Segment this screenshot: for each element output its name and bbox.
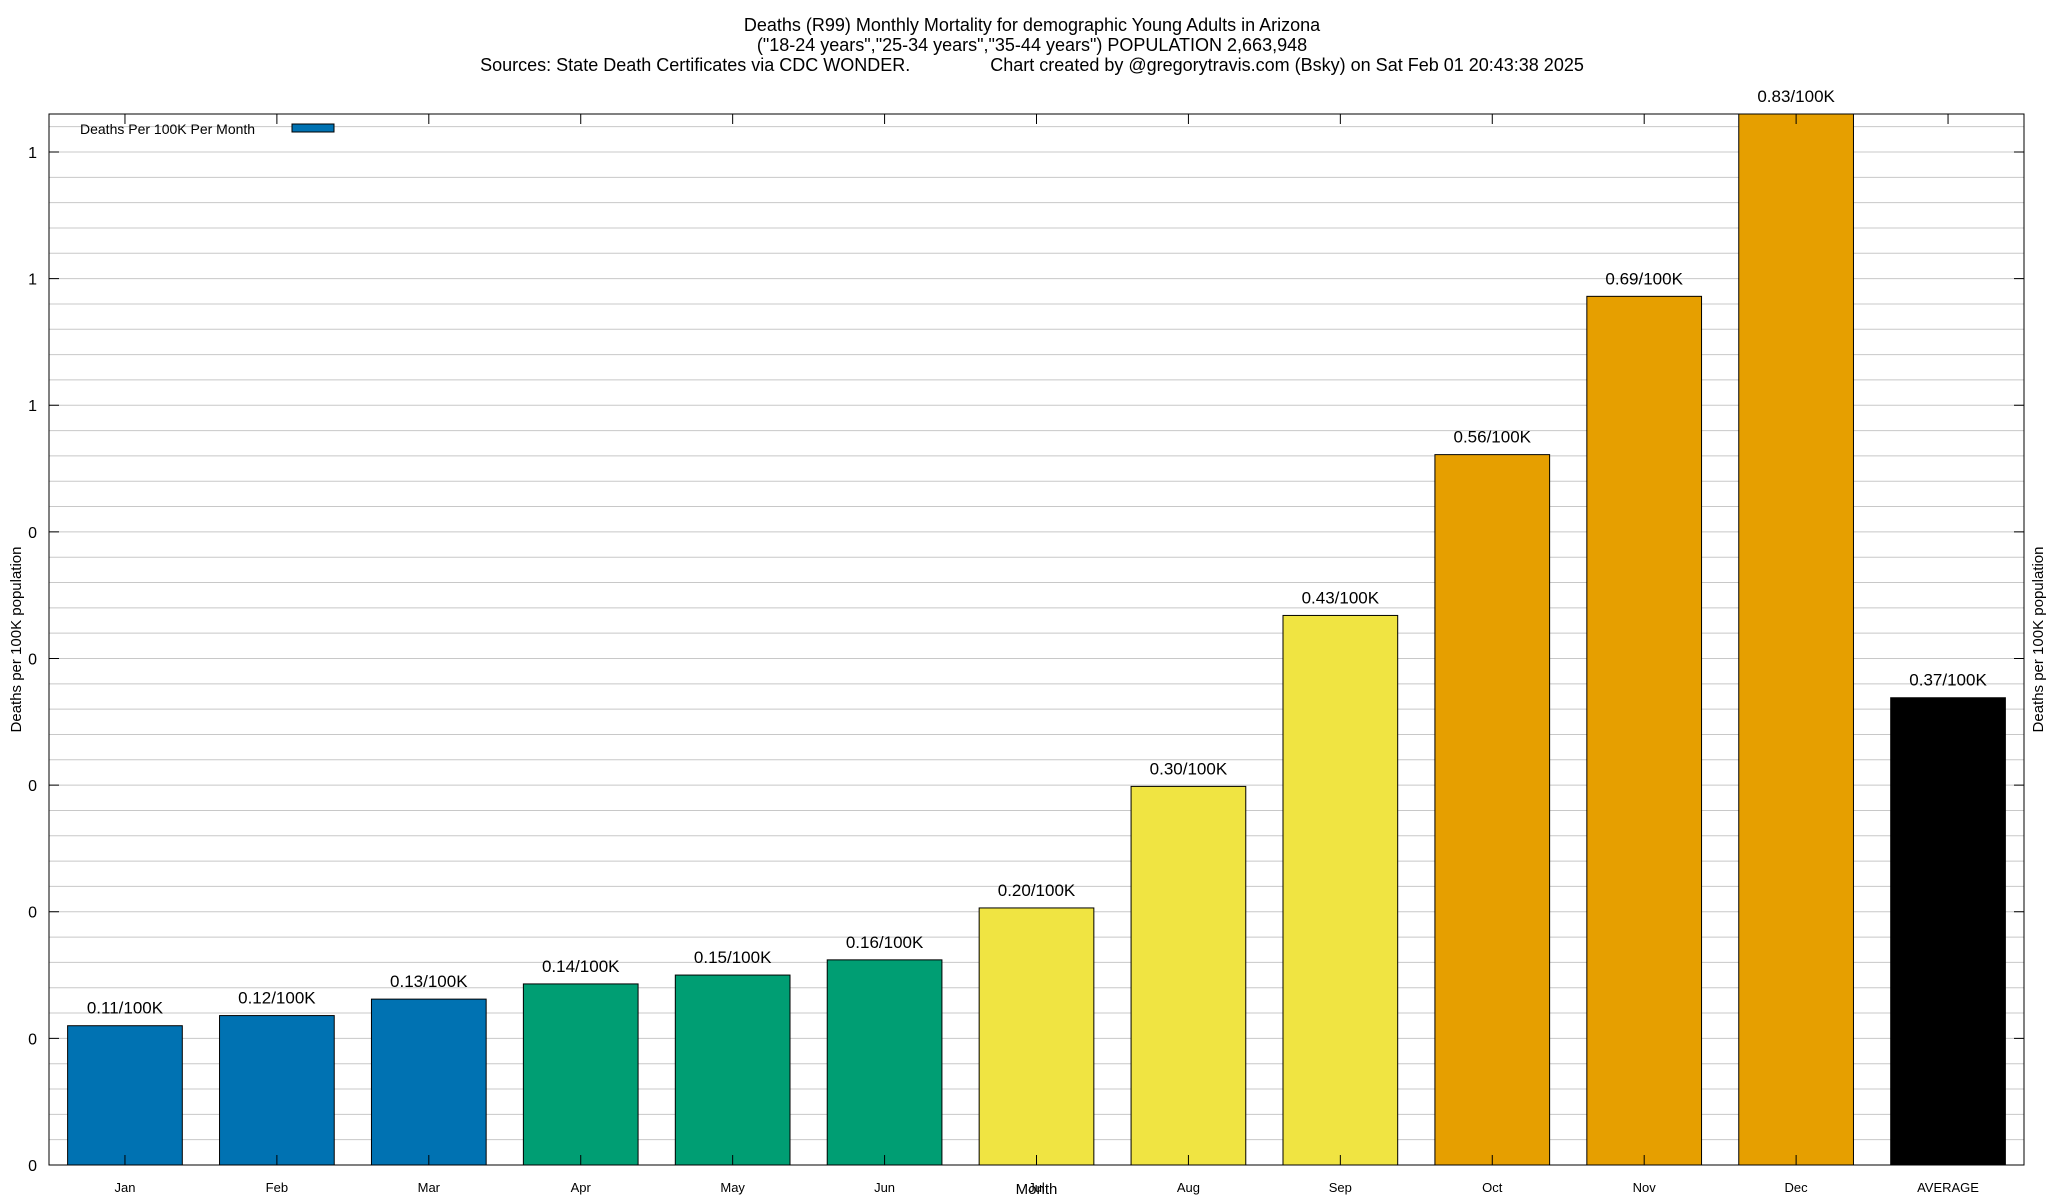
x-tick-label-jun: Jun (874, 1180, 895, 1195)
x-tick-label-mar: Mar (418, 1180, 441, 1195)
legend: Deaths Per 100K Per Month (80, 121, 335, 137)
axis-ticks: 0 0 0 0 0 0 1 1 1 (28, 114, 2024, 1175)
x-axis-tick-labels: Jan Feb Mar Apr May Jun Jul Aug Sep Oct Nov Dec AVER… (114, 1180, 1979, 1195)
x-tick-label-feb: Feb (266, 1180, 288, 1195)
x-tick-label-apr: Apr (571, 1180, 592, 1195)
data-label-nov: 0.69/100K (1605, 269, 1683, 288)
data-label-jan: 0.11/100K (87, 999, 164, 1018)
x-tick-label-average: AVERAGE (1917, 1180, 1979, 1195)
data-label-sep: 0.43/100K (1302, 588, 1380, 607)
x-axis-label: Month (1016, 1181, 1058, 1198)
y-tick-label: 0 (28, 651, 37, 668)
data-label-aug: 0.30/100K (1150, 759, 1228, 778)
bar-jan (67, 1025, 183, 1166)
data-label-jul: 0.20/100K (998, 881, 1076, 900)
bar-dec (1738, 113, 1854, 1166)
bar-feb (219, 1015, 335, 1166)
y-tick-label: 1 (28, 272, 37, 289)
y-tick-label: 0 (28, 1031, 37, 1048)
data-label-oct: 0.56/100K (1454, 428, 1532, 447)
data-labels: 0.11/100K 0.12/100K 0.13/100K 0.14/100K 0.15… (87, 87, 1988, 1018)
bar-jul (978, 907, 1095, 1166)
y-tick-label: 0 (28, 778, 37, 795)
data-label-average: 0.37/100K (1909, 671, 1987, 690)
x-tick-label-sep: Sep (1329, 1180, 1352, 1195)
y2-axis-label: Deaths per 100K population (2030, 547, 2047, 733)
x-tick-label-jul: Jul (1028, 1180, 1045, 1195)
data-label-mar: 0.13/100K (390, 972, 468, 991)
bars (67, 113, 2006, 1166)
legend-swatch (291, 123, 335, 133)
bar-oct (1434, 454, 1551, 1166)
bar-may (674, 974, 791, 1166)
y-tick-label: 1 (28, 145, 37, 162)
y-axis-label: Deaths per 100K population (8, 547, 25, 733)
chart-title: Deaths (R99) Monthly Mortality for demog… (480, 15, 1584, 75)
data-label-apr: 0.14/100K (542, 957, 620, 976)
chart-title-line-2: ("18-24 years","25-34 years","35-44 year… (757, 35, 1307, 55)
data-label-jun: 0.16/100K (846, 933, 924, 952)
y-tick-label: 1 (28, 398, 37, 415)
x-tick-label-nov: Nov (1633, 1180, 1657, 1195)
chart-title-line-1: Deaths (R99) Monthly Mortality for demog… (744, 15, 1321, 35)
bar-mar (370, 998, 487, 1166)
bar-apr (522, 983, 639, 1166)
bar-aug (1130, 785, 1247, 1166)
legend-entry-label: Deaths Per 100K Per Month (80, 121, 255, 137)
bar-jun (826, 959, 943, 1166)
x-tick-label-dec: Dec (1785, 1180, 1809, 1195)
data-label-dec: 0.83/100K (1757, 87, 1835, 106)
x-tick-label-aug: Aug (1177, 1180, 1200, 1195)
bar-nov (1586, 295, 1703, 1166)
x-tick-label-jan: Jan (114, 1180, 135, 1195)
y-tick-label: 0 (28, 1158, 37, 1175)
bar-average (1890, 697, 2006, 1166)
data-label-may: 0.15/100K (694, 948, 772, 967)
bar-sep (1282, 614, 1399, 1166)
x-tick-label-may: May (720, 1180, 745, 1195)
data-label-feb: 0.12/100K (238, 989, 316, 1008)
y-tick-label: 0 (28, 525, 37, 542)
chart-title-line-3: Sources: State Death Certificates via CD… (480, 55, 1584, 75)
x-tick-label-oct: Oct (1482, 1180, 1503, 1195)
y-tick-label: 0 (28, 905, 37, 922)
